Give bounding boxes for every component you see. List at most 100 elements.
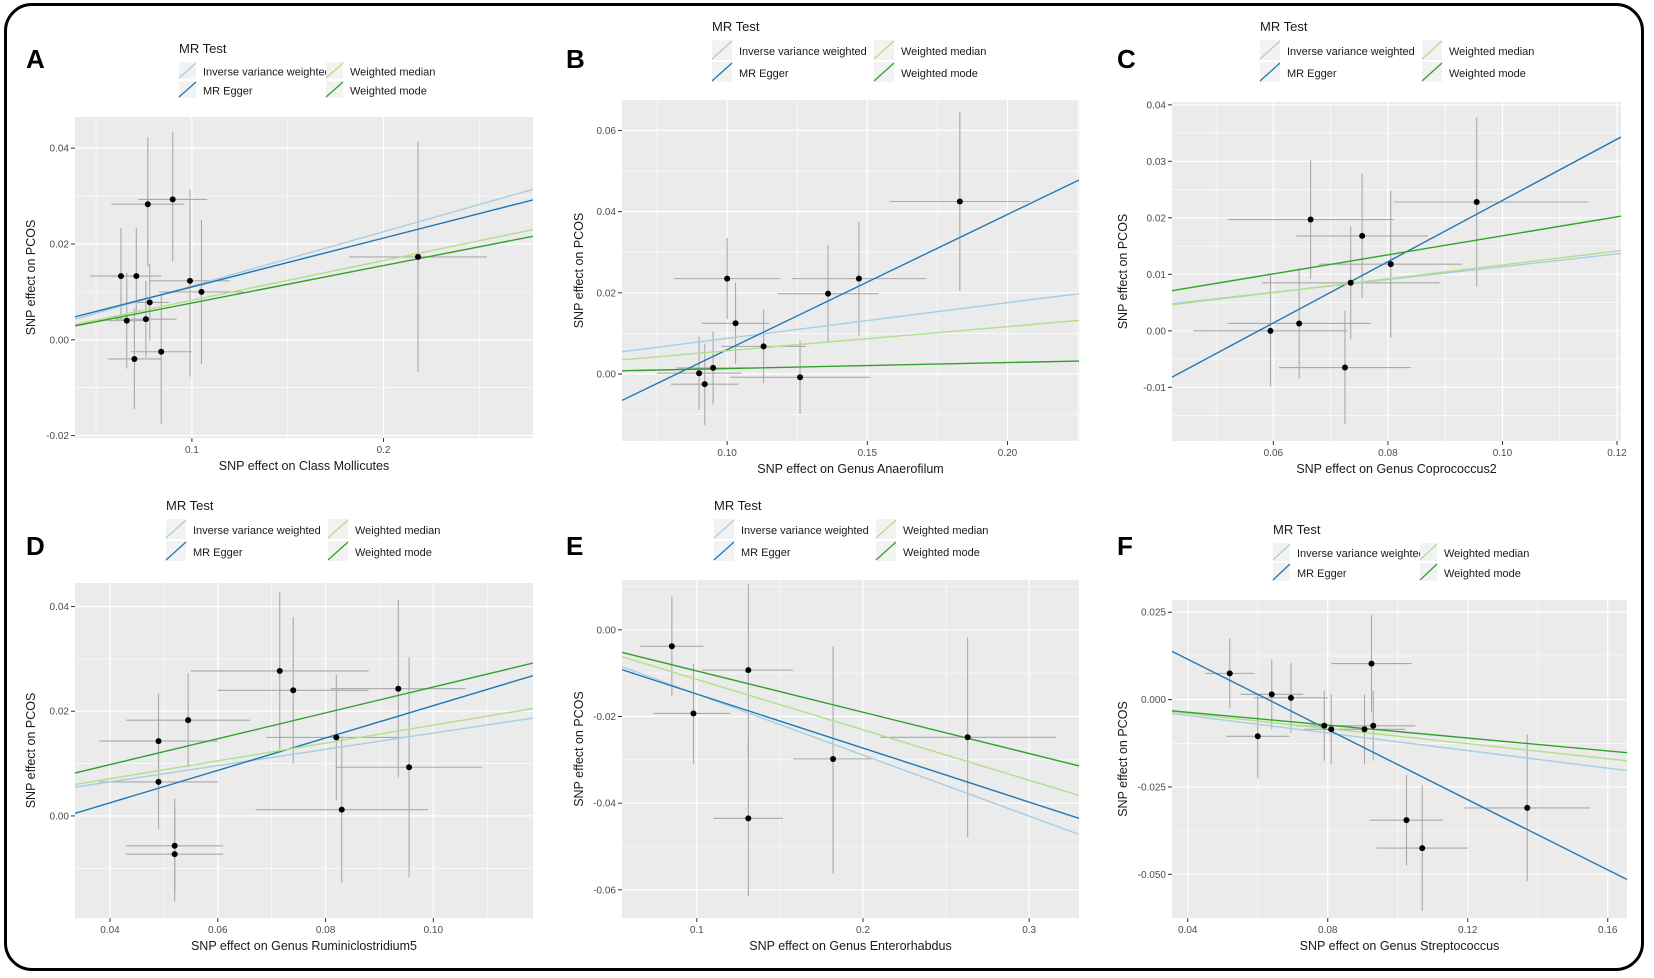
legend-title: MR Test: [1273, 522, 1321, 537]
legend-key-line: [1419, 543, 1438, 561]
legend-key-line: [178, 81, 197, 98]
panel-c: C MR Test Inverse variance weighted MR Egge…: [1116, 19, 1627, 476]
x-axis-title: SNP effect on Genus Anaerofilum: [757, 462, 943, 476]
legend-label: Inverse variance weighted: [1297, 548, 1425, 560]
data-point: [1347, 279, 1354, 286]
legend-label: Inverse variance weighted: [203, 67, 331, 79]
legend-key-line: [1272, 563, 1291, 581]
panel-letter: A: [26, 44, 45, 74]
data-point: [1267, 327, 1274, 334]
data-point: [171, 842, 178, 849]
data-point: [185, 717, 192, 724]
panel-letter: E: [566, 531, 583, 561]
axes: 0.04 0.06 0.08 0.10 0.00 0.02 0.04 SNP effect o…: [24, 602, 443, 953]
y-tick-label: 0.025: [1141, 608, 1166, 619]
x-tick-label: 0.08: [316, 925, 336, 936]
legend-key-line: [178, 62, 197, 79]
gridlines: [75, 117, 533, 438]
regression-line: [622, 319, 1079, 361]
data-point: [1403, 817, 1410, 824]
legend-label: Weighted median: [355, 525, 440, 537]
legend-label: MR Egger: [741, 547, 791, 559]
legend-item: MR Egger: [713, 541, 791, 561]
legend-key-line: [327, 541, 349, 561]
legend-item: Inverse variance weighted: [178, 62, 331, 79]
x-tick-label: 0.1: [690, 925, 704, 936]
axes: 0.1 0.2 -0.02 0.00 0.02 0.04 SNP effect on Cla…: [24, 144, 391, 473]
data-point: [745, 667, 752, 674]
data-point: [131, 355, 138, 362]
legend-title: MR Test: [714, 498, 762, 513]
data-point: [395, 685, 402, 692]
y-axis-title: SNP effect on PCOS: [24, 220, 38, 336]
panel-letter: B: [566, 44, 585, 74]
panel-letter: D: [26, 531, 45, 561]
legend-key-line: [1421, 40, 1443, 60]
x-tick-label: 0.10: [1493, 448, 1513, 459]
axes: 0.10 0.15 0.20 0.00 0.02 0.04 0.06 SNP effect o…: [572, 126, 1018, 476]
regression-line: [622, 656, 1079, 797]
data-point: [1368, 660, 1375, 667]
gridlines: [75, 583, 533, 918]
data-point: [338, 806, 345, 813]
legend-item: Weighted median: [325, 62, 435, 79]
panel-f: F MR Test Inverse variance weighted MR Egge…: [1116, 522, 1627, 953]
legend-title: MR Test: [179, 41, 227, 56]
legend-key-line: [711, 40, 733, 60]
plot-background: [75, 583, 533, 918]
x-axis-title: SNP effect on Genus Ruminiclostridium5: [191, 939, 417, 953]
x-tick-label: 0.04: [100, 925, 120, 936]
plot-background: [1172, 600, 1627, 918]
x-tick-label: 0.12: [1458, 925, 1478, 936]
legend-item: Weighted median: [327, 519, 440, 539]
legend: MR Test Inverse variance weighted MR Egger…: [165, 498, 440, 561]
y-axis-title: SNP effect on PCOS: [572, 691, 586, 807]
data-layer: [75, 592, 533, 902]
legend-item: Weighted mode: [1421, 62, 1526, 82]
data-point: [710, 364, 717, 371]
data-point: [1387, 261, 1394, 268]
data-point: [276, 667, 283, 674]
y-axis-title: SNP effect on PCOS: [1116, 214, 1130, 330]
legend-label: MR Egger: [739, 68, 789, 80]
y-tick-label: 0.04: [50, 144, 70, 155]
legend-label: MR Egger: [203, 86, 253, 98]
y-tick-label: 0.00: [50, 811, 70, 822]
data-point: [1288, 694, 1294, 701]
regression-line: [1172, 650, 1627, 881]
legend-item: Weighted mode: [325, 81, 427, 98]
legend-label: Weighted mode: [901, 68, 978, 80]
legend-label: Weighted median: [901, 46, 986, 58]
regression-line: [75, 674, 533, 814]
x-tick-label: 0.12: [1607, 448, 1627, 459]
legend-key-line: [325, 62, 344, 79]
legend-item: MR Egger: [1259, 62, 1337, 82]
legend-label: Weighted mode: [903, 547, 980, 559]
axes: 0.04 0.08 0.12 0.16 -0.050 -0.025 0.000 0.025 SN…: [1116, 608, 1618, 953]
data-point: [1359, 232, 1366, 239]
y-tick-label: 0.01: [1147, 270, 1167, 281]
data-point: [696, 370, 703, 377]
x-tick-label: 0.10: [424, 925, 444, 936]
regression-line: [622, 669, 1079, 819]
legend-key-line: [325, 81, 344, 98]
x-tick-label: 0.3: [1022, 925, 1036, 936]
legend-item: Inverse variance weighted: [1259, 40, 1415, 60]
y-tick-label: -0.025: [1138, 782, 1167, 793]
legend-key-line: [873, 40, 895, 60]
data-point: [1307, 216, 1314, 223]
gridlines: [622, 580, 1079, 918]
data-point: [1361, 726, 1368, 733]
legend-label: Weighted mode: [1449, 68, 1526, 80]
legend-label: Inverse variance weighted: [739, 46, 867, 58]
data-point: [745, 815, 752, 822]
regression-line: [1172, 712, 1627, 772]
data-point: [855, 275, 862, 282]
y-tick-label: 0.04: [597, 207, 617, 218]
y-tick-label: 0.00: [597, 370, 617, 381]
regression-line: [75, 707, 533, 786]
data-point: [123, 317, 130, 324]
y-tick-label: -0.06: [593, 885, 616, 896]
regression-line: [622, 292, 1079, 353]
panel-a: A MR Test Inverse variance weighted MR Egge…: [24, 41, 533, 473]
